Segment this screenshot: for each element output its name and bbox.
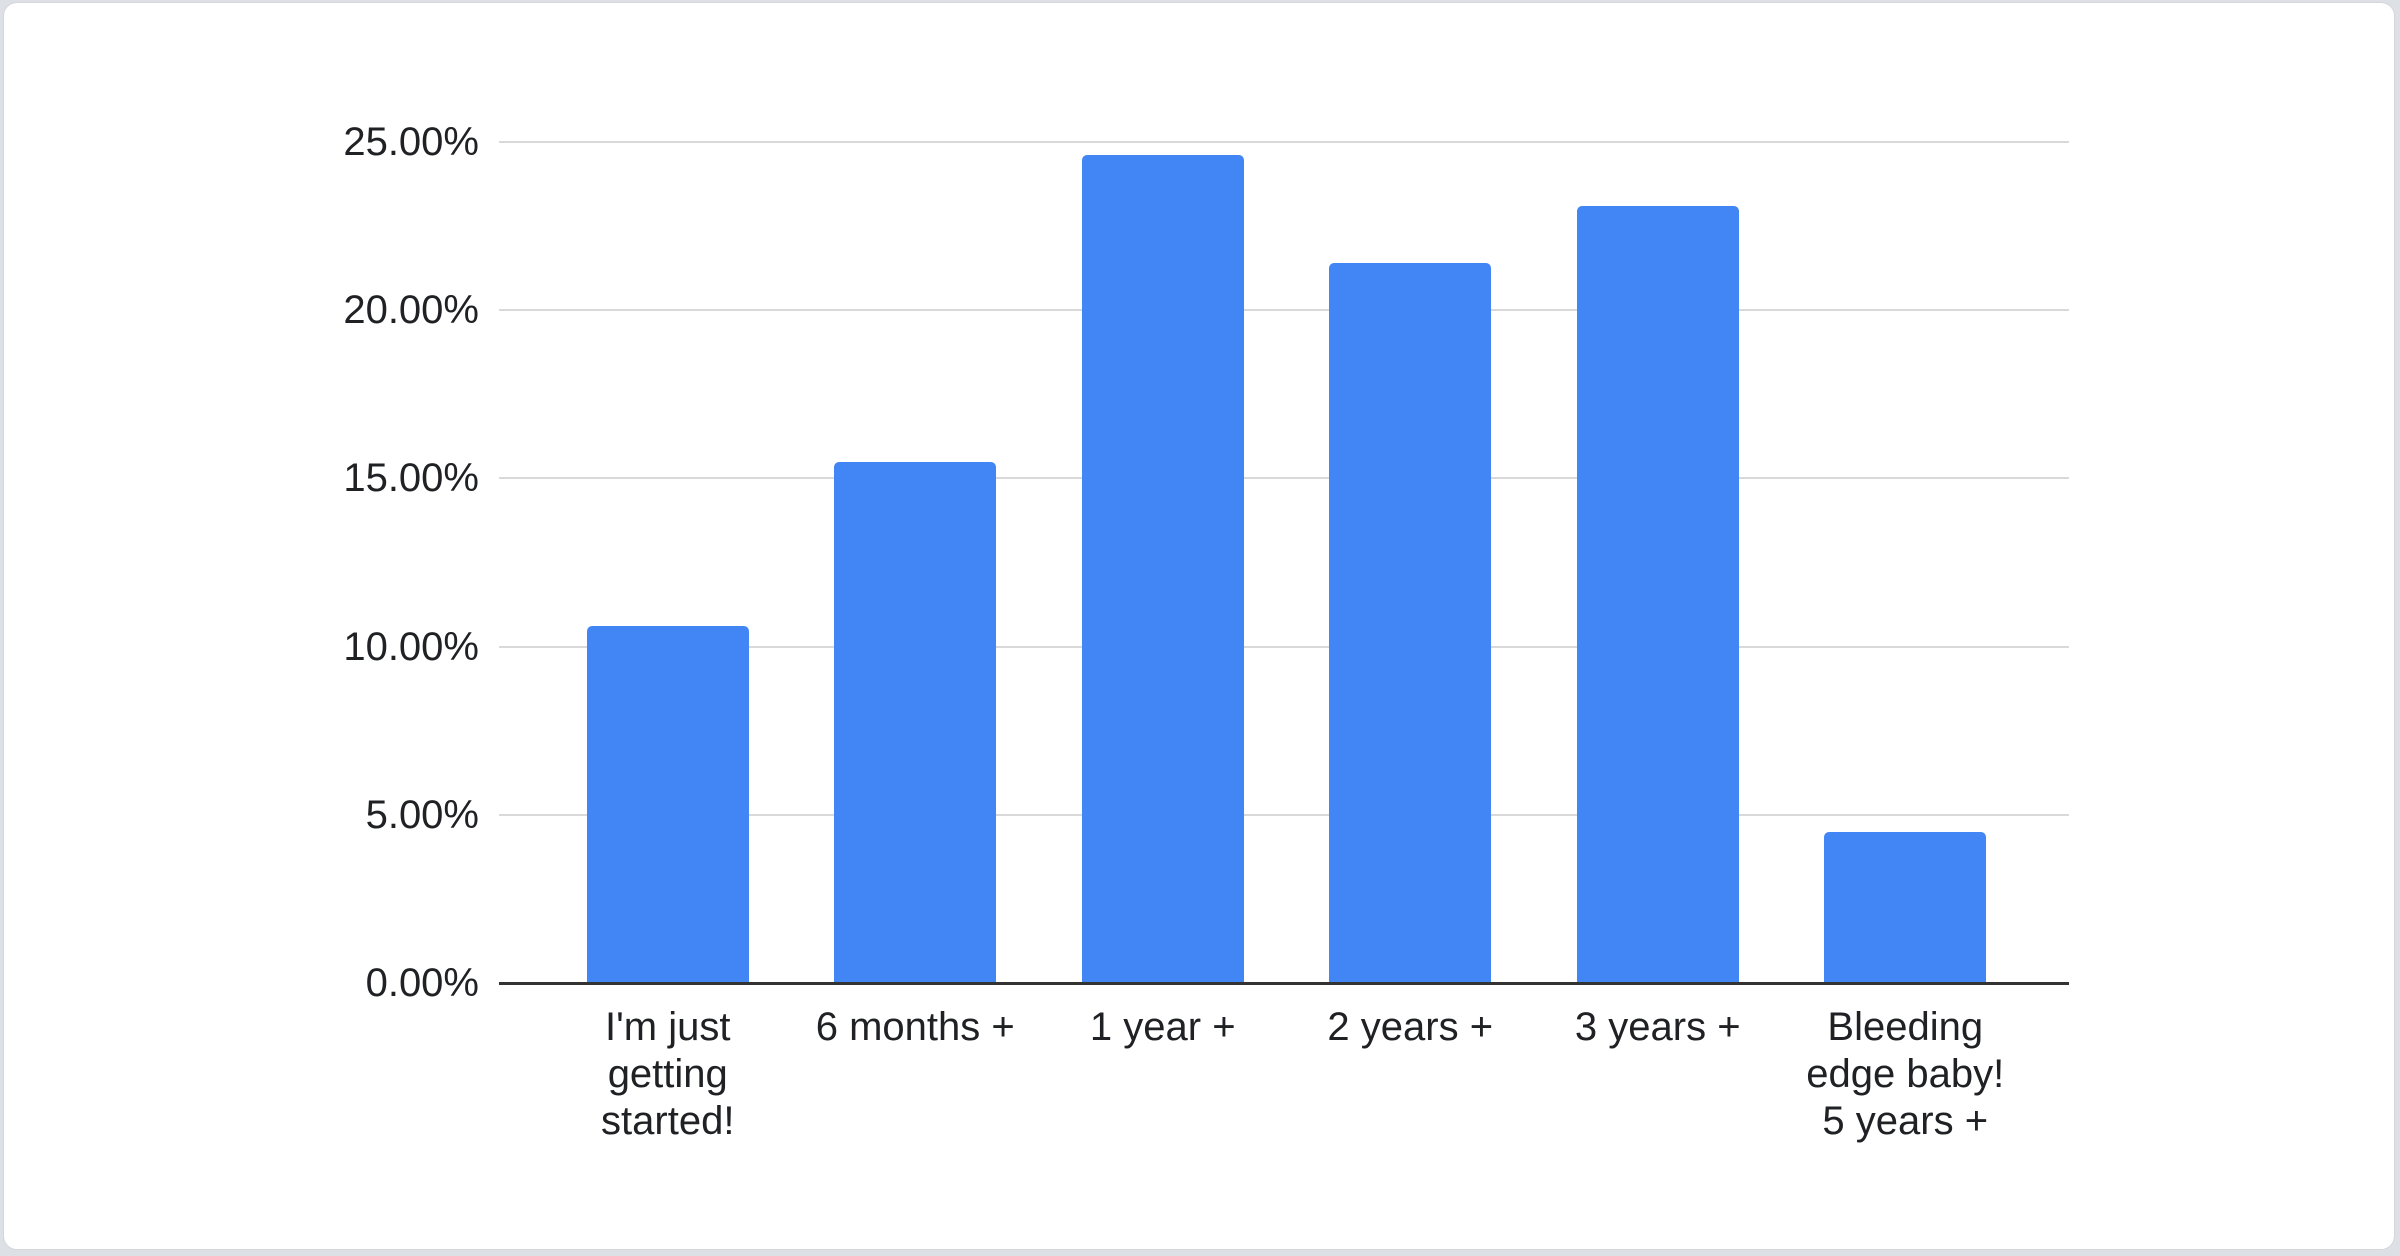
bar[interactable]: [1576, 205, 1739, 983]
y-tick-label: 15.00%: [343, 456, 479, 501]
bar[interactable]: [586, 626, 749, 983]
y-tick-label: 20.00%: [343, 288, 479, 333]
x-axis-line: [499, 982, 2069, 985]
y-tick-label: 25.00%: [343, 120, 479, 164]
gridline: [499, 477, 2069, 480]
x-tick-label: 6 months +: [815, 1005, 1015, 1049]
gridline: [499, 645, 2069, 648]
x-tick-label: 2 years +: [1327, 1005, 1494, 1049]
bar[interactable]: [1824, 831, 1987, 983]
bar[interactable]: [1081, 155, 1244, 983]
y-tick-label: 0.00%: [365, 961, 479, 1005]
y-tick-label: 5.00%: [365, 792, 479, 837]
bar[interactable]: [1329, 263, 1492, 983]
y-tick-label: 10.00%: [343, 624, 479, 669]
chart-card: 0.00% 5.00% 10.00% 15.00% 20.00% 25.00% I'm ju…: [3, 2, 2395, 1250]
bar[interactable]: [834, 461, 997, 983]
x-tick-label: Bleeding edge baby! 5 years +: [1806, 1005, 2005, 1143]
gridline: [499, 309, 2069, 312]
gridline: [499, 141, 2069, 143]
x-tick-label: 3 years +: [1574, 1005, 1741, 1049]
x-tick-label: 1 year +: [1089, 1005, 1236, 1049]
gridline: [499, 813, 2069, 816]
x-tick-label: I'm just getting started!: [601, 1005, 735, 1143]
bar-chart: 0.00% 5.00% 10.00% 15.00% 20.00% 25.00% I'm ju…: [4, 3, 2394, 1249]
